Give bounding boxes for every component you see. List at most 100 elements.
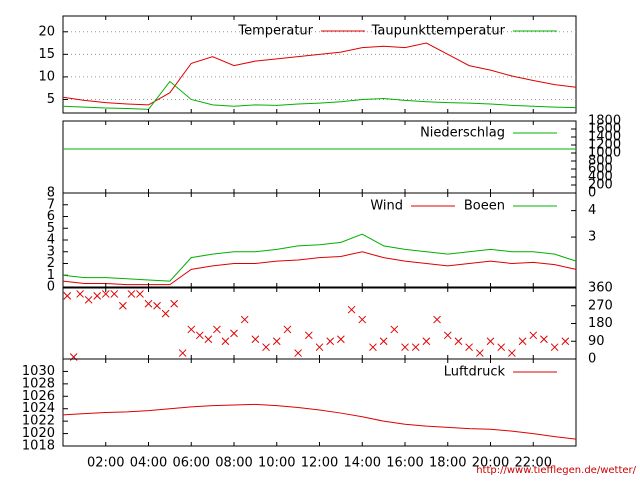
y-tick-label: 200 [588, 178, 613, 193]
wind-direction-point [118, 301, 127, 310]
wind-direction-point [561, 337, 570, 346]
legend-label: Temperatur [237, 24, 313, 39]
wind-direction-point [379, 337, 388, 346]
x-tick-label: 08:00 [215, 456, 252, 471]
y-tick-label: 1022 [22, 414, 55, 429]
y-tick-label: 10 [38, 69, 55, 84]
wind-direction-point [110, 290, 119, 298]
wind-direction-point [187, 325, 196, 334]
wind-direction-point [127, 290, 136, 298]
y-tick-label: 1028 [22, 376, 55, 391]
wind-direction-point [315, 343, 324, 352]
y-tick-label: 5 [47, 92, 55, 107]
y-tick-label: 360 [588, 281, 613, 296]
wind-direction-point [178, 349, 187, 357]
wind-direction-point [63, 292, 72, 300]
x-tick-label: 10:00 [258, 456, 295, 471]
wind-direction-point [304, 331, 313, 340]
y-tick-label: 20 [38, 24, 55, 39]
wind-direction-point [411, 343, 420, 352]
wind-direction-point [508, 349, 516, 357]
wind-direction-point [230, 329, 238, 338]
y-tick-label: 4 [47, 233, 55, 248]
data-line [62, 80, 577, 110]
y-tick-label: 600 [588, 162, 613, 177]
wind-direction-point [540, 335, 548, 344]
y-tick-label: 1000 [588, 146, 621, 161]
y-tick-label: 15 [38, 47, 55, 62]
y-tick-label: 7 [47, 197, 55, 212]
wind-direction-point [195, 331, 204, 340]
legend-label: Niederschlag [420, 126, 505, 141]
wind-direction-point [204, 335, 213, 344]
wind-direction-point [337, 335, 345, 344]
y-tick-label: 0 [588, 186, 596, 201]
x-tick-label: 20:00 [472, 456, 509, 471]
wind-direction-point [272, 337, 281, 346]
wind-direction-point [326, 337, 335, 346]
wind-direction-point [443, 331, 452, 340]
y-tick-label: 1024 [22, 401, 55, 416]
y-tick-label: 5 [47, 221, 55, 236]
wind-direction-point [401, 343, 409, 352]
legend-label: Luftdruck [444, 365, 506, 380]
wind-direction-point [294, 349, 302, 357]
wind-direction-point [454, 337, 463, 346]
x-tick-label: 14:00 [344, 456, 381, 471]
y-tick-label: 8 [47, 186, 55, 201]
wind-direction-point [347, 305, 356, 314]
wind-direction-point [529, 331, 538, 340]
legend-label: Taupunkttemperatur [371, 24, 506, 39]
footer-url: http://www.tiefflegen.de/wetter/ [476, 465, 636, 476]
y-tick-label: 6 [47, 209, 55, 224]
legend-label: Wind [370, 199, 403, 214]
x-tick-label: 02:00 [87, 456, 124, 471]
x-tick-label: 12:00 [301, 456, 338, 471]
wind-direction-point [433, 315, 441, 324]
y-tick-label: 1200 [588, 138, 621, 153]
wind-direction-point [84, 295, 93, 304]
x-tick-label: 18:00 [429, 456, 466, 471]
y-tick-label: 1600 [588, 122, 621, 137]
y-tick-label: 1020 [22, 426, 55, 441]
x-tick-label: 16:00 [386, 456, 423, 471]
wind-direction-point [251, 335, 260, 344]
x-tick-label: 06:00 [173, 456, 210, 471]
wind-direction-point [144, 299, 153, 308]
wind-direction-point [390, 325, 399, 334]
data-line [62, 233, 577, 282]
wind-direction-point [518, 337, 527, 346]
wind-direction-point [422, 337, 431, 346]
y-tick-label: 1026 [22, 389, 55, 404]
wind-direction-point [221, 337, 230, 346]
legend-label: Boeen [464, 199, 505, 214]
y-tick-label: 180 [588, 316, 613, 331]
y-tick-label: 800 [588, 154, 613, 169]
y2-tick-label: 3 [588, 230, 596, 245]
wind-direction-point [101, 290, 110, 298]
wind-direction-point [240, 315, 249, 324]
y-tick-label: 270 [588, 298, 613, 313]
y-tick-label: 1030 [22, 364, 55, 379]
y-tick-label: 1800 [588, 114, 621, 129]
x-tick-label: 04:00 [130, 456, 167, 471]
y-tick-label: 400 [588, 170, 613, 185]
y-tick-label: 1018 [22, 439, 55, 454]
wind-direction-point [550, 343, 559, 352]
panel-frame [62, 287, 577, 360]
y-tick-label: 3 [47, 244, 55, 259]
wind-direction-point [93, 292, 102, 300]
wind-direction-point [497, 343, 506, 352]
data-line [62, 403, 577, 440]
wind-direction-point [161, 309, 170, 318]
y-tick-label: 1 [47, 268, 55, 283]
wind-direction-point [136, 290, 144, 298]
y-tick-label: 1400 [588, 130, 621, 145]
wind-direction-point [283, 325, 292, 334]
wind-direction-point [170, 299, 179, 308]
y-tick-label: 0 [588, 352, 596, 367]
wind-direction-point [475, 349, 484, 357]
y-tick-label: 90 [588, 334, 605, 349]
wind-direction-point [76, 290, 84, 298]
wind-direction-point [369, 343, 377, 352]
